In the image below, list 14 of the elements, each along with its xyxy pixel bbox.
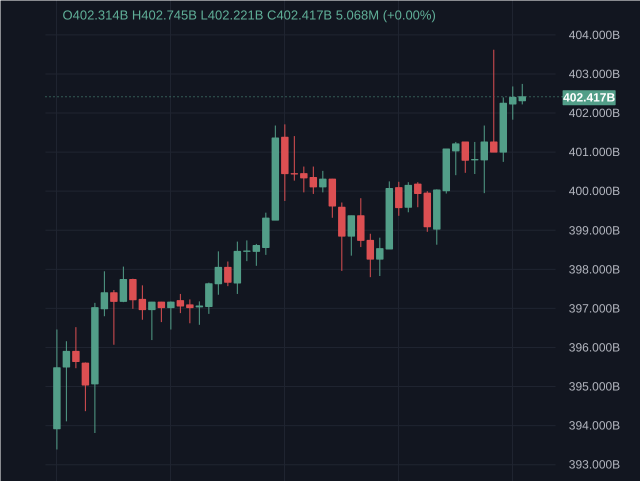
y-tick-label: 402.000B [568,106,620,120]
y-tick-label: 399.000B [568,223,620,238]
y-tick-label: 395.000B [568,380,620,394]
y-tick-label: 398.000B [568,262,620,276]
y-tick-label: 394.000B [568,418,620,433]
text: O402.314B H402.745B L402.221B C402.417B 5.068M (+0.00%) [62,8,436,22]
y-tick-label: 403.000B [568,66,620,81]
y-tick-label: 397.000B [568,301,620,316]
y-tick-label: 400.000B [568,184,620,198]
y-tick-label: 396.000B [568,340,620,354]
y-tick-label: 401.000B [568,145,620,160]
y-tick-label: 404.000B [568,28,620,42]
ref-line-label: 402.417B [563,90,616,105]
y-tick-label: 393.000B [568,458,620,472]
